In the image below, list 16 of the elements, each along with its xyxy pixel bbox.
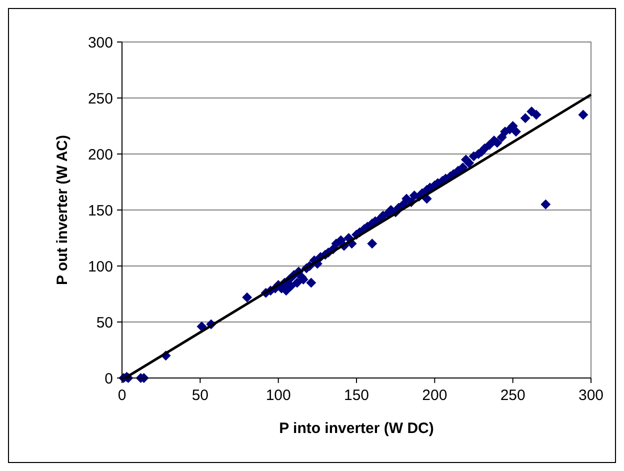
y-tick-label: 0 bbox=[104, 370, 113, 388]
x-tick-label: 200 bbox=[422, 387, 448, 404]
x-tick-label: 50 bbox=[192, 387, 209, 404]
x-tick-label: 150 bbox=[344, 387, 370, 404]
y-tick-label: 50 bbox=[96, 314, 113, 332]
y-tick-label: 200 bbox=[88, 146, 113, 164]
y-tick-label: 100 bbox=[88, 258, 113, 276]
y-tick-label: 150 bbox=[88, 202, 113, 220]
y-tick-label: 250 bbox=[88, 90, 113, 108]
y-tick-label: 300 bbox=[88, 34, 113, 52]
x-tick-label: 100 bbox=[266, 387, 291, 404]
x-tick-label: 300 bbox=[578, 387, 604, 404]
x-tick-label: 250 bbox=[500, 387, 526, 404]
x-tick-label: 0 bbox=[118, 387, 126, 404]
y-axis-title: P out inverter (W AC) bbox=[54, 134, 71, 286]
x-axis-title: P into inverter (W DC) bbox=[279, 420, 434, 437]
